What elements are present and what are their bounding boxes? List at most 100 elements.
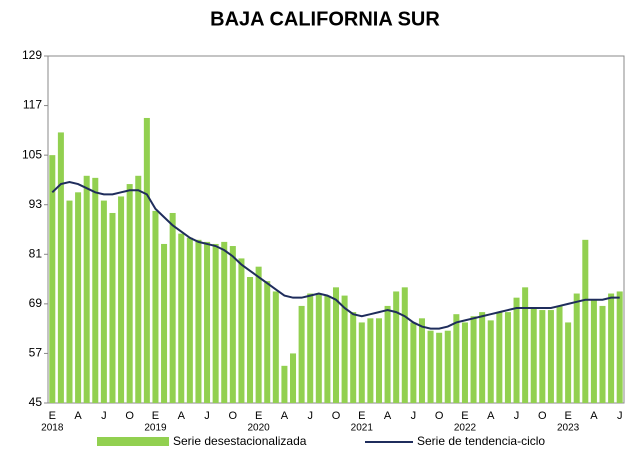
x-tick-label: J — [514, 410, 520, 422]
bar — [573, 293, 580, 403]
bar — [410, 322, 417, 403]
bar — [324, 295, 331, 403]
y-tick-label: 105 — [22, 147, 42, 161]
x-tick-label: A — [178, 410, 186, 422]
x-tick-label: A — [590, 410, 598, 422]
x-year-label: 2020 — [248, 423, 271, 434]
x-tick-label: J — [101, 410, 107, 422]
y-tick-label: 81 — [29, 246, 43, 260]
bar — [556, 305, 563, 403]
bar — [204, 241, 211, 403]
x-tick-label: A — [384, 410, 392, 422]
bar — [92, 177, 99, 403]
bar — [427, 330, 434, 403]
y-tick-label: 117 — [23, 98, 42, 112]
bar — [547, 310, 554, 403]
bar — [298, 305, 305, 403]
x-tick-label: O — [229, 410, 238, 422]
bar — [118, 196, 125, 403]
bar — [221, 241, 228, 403]
bar — [461, 322, 468, 403]
bar — [247, 277, 254, 403]
y-tick-label: 129 — [22, 48, 42, 62]
x-tick-label: O — [125, 410, 134, 422]
x-year-label: 2023 — [557, 423, 580, 434]
x-tick-label: E — [358, 410, 365, 422]
bar — [384, 305, 391, 403]
x-tick-label: E — [49, 410, 56, 422]
bar — [315, 293, 322, 403]
bar — [599, 305, 606, 403]
x-tick-label: O — [538, 410, 547, 422]
bar — [83, 175, 90, 403]
x-tick-label: O — [435, 410, 444, 422]
bar — [66, 200, 73, 403]
x-year-label: 2018 — [41, 423, 64, 434]
x-year-label: 2021 — [351, 423, 374, 434]
bar — [444, 330, 451, 403]
bar — [375, 318, 382, 403]
bar — [453, 314, 460, 403]
bar — [616, 291, 623, 403]
bar — [186, 237, 193, 403]
bar — [582, 239, 589, 403]
bar — [539, 310, 546, 403]
y-tick-label: 45 — [29, 395, 43, 409]
bar — [143, 117, 150, 403]
bar — [436, 332, 443, 403]
bar — [178, 233, 185, 403]
bar — [530, 307, 537, 403]
x-tick-label: A — [487, 410, 495, 422]
bar — [341, 295, 348, 403]
bar — [272, 291, 279, 403]
bar — [109, 212, 116, 403]
bar — [212, 243, 219, 403]
bar — [565, 322, 572, 403]
trend-line — [51, 180, 620, 330]
x-year-label: 2022 — [454, 423, 477, 434]
bar — [161, 243, 168, 403]
bar — [238, 258, 245, 403]
bar — [401, 287, 408, 403]
bar — [229, 246, 236, 403]
bar — [264, 281, 271, 403]
bar — [169, 212, 176, 403]
bar — [470, 316, 477, 403]
x-tick-label: A — [281, 410, 289, 422]
bar — [358, 322, 365, 403]
bar — [522, 287, 529, 403]
x-tick-label: J — [204, 410, 210, 422]
bar — [418, 318, 425, 403]
bar — [57, 132, 64, 404]
x-tick-label: E — [461, 410, 468, 422]
bar — [281, 365, 288, 403]
y-tick-label: 93 — [29, 197, 43, 211]
y-tick-label: 69 — [29, 296, 43, 310]
bar — [135, 175, 142, 403]
x-tick-label: E — [255, 410, 262, 422]
legend-label: Serie de tendencia-ciclo — [417, 434, 545, 448]
bar — [49, 155, 56, 403]
x-year-label: 2019 — [144, 423, 167, 434]
bar — [367, 318, 374, 403]
x-tick-label: O — [332, 410, 341, 422]
legend-label: Serie desestacionalizada — [173, 434, 307, 448]
x-tick-label: E — [152, 410, 159, 422]
bar — [332, 287, 340, 403]
x-tick-label: E — [564, 410, 571, 422]
bar — [487, 320, 494, 403]
x-tick-label: J — [617, 410, 623, 422]
legend-swatch — [97, 437, 169, 446]
x-tick-label: J — [411, 410, 417, 422]
bar — [100, 200, 107, 403]
bar — [255, 266, 262, 403]
bar — [75, 192, 82, 403]
x-tick-label: J — [307, 410, 313, 422]
bar — [152, 210, 159, 403]
bar — [608, 293, 615, 403]
x-tick-label: A — [74, 410, 82, 422]
bar — [290, 353, 297, 403]
chart-title: BAJA CALIFORNIA SUR — [210, 8, 440, 30]
bar — [393, 291, 400, 403]
